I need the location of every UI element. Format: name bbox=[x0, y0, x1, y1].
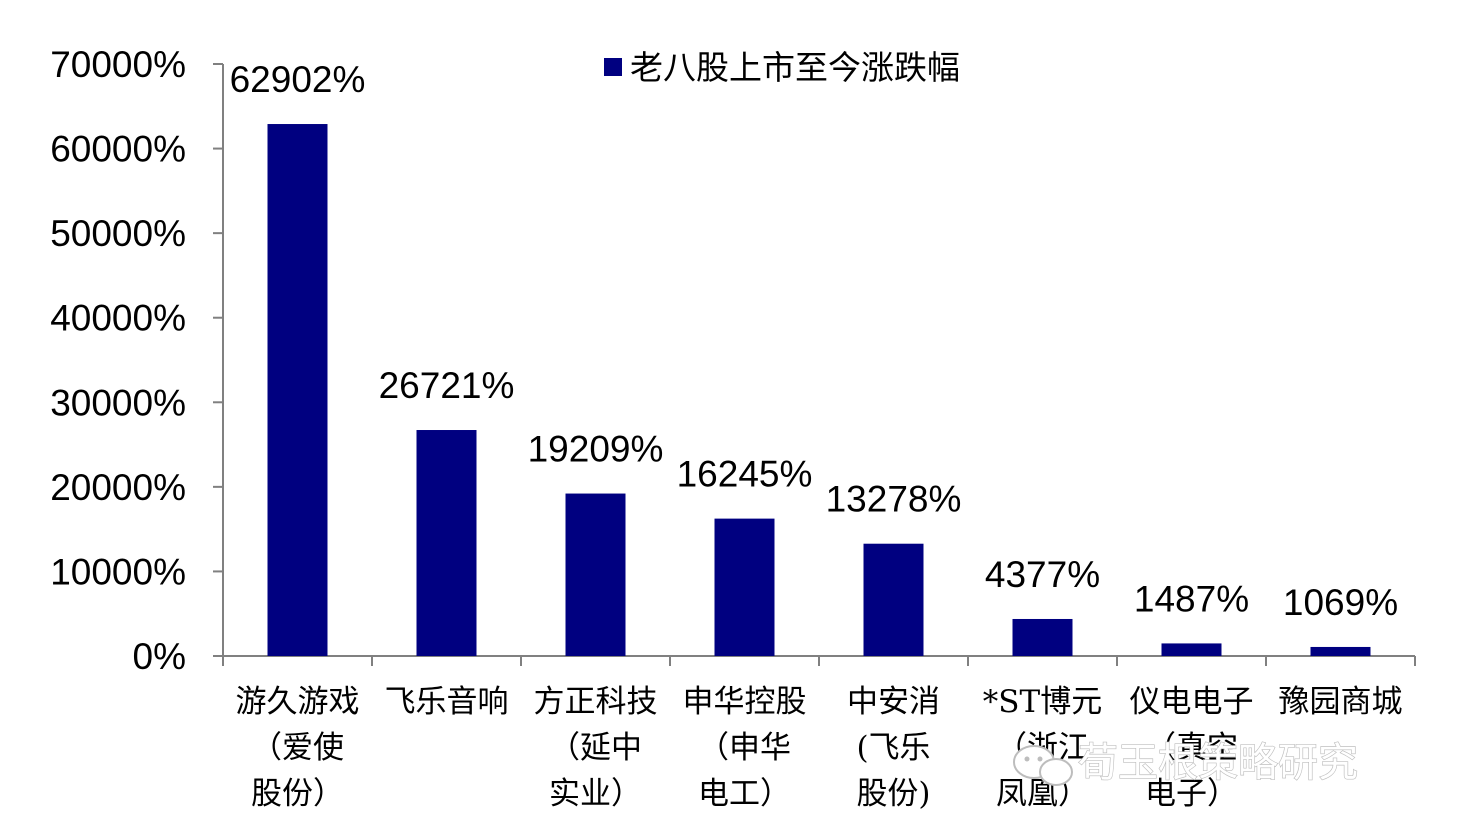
bars bbox=[267, 124, 1371, 656]
y-tick-label: 30000% bbox=[50, 382, 186, 423]
data-label: 62902% bbox=[230, 59, 366, 100]
legend-swatch bbox=[604, 58, 622, 76]
legend: 老八股上市至今涨跌幅 bbox=[604, 48, 960, 87]
x-tick-label: 仪电电子 bbox=[1130, 684, 1254, 720]
x-tick-label: 电子） bbox=[1145, 776, 1238, 812]
wechat-bubble-icon bbox=[1013, 745, 1073, 786]
y-tick-label: 40000% bbox=[50, 298, 186, 339]
watermark: 荀玉根策略研究 bbox=[1013, 739, 1359, 787]
x-tick-label: 凤凰） bbox=[996, 776, 1089, 812]
watermark-text: 荀玉根策略研究 bbox=[1078, 740, 1358, 786]
y-tick-label: 60000% bbox=[50, 129, 186, 170]
x-tick-label: 电工） bbox=[698, 776, 791, 812]
bar bbox=[1310, 646, 1371, 656]
x-tick-label: 申华控股 bbox=[683, 684, 807, 720]
y-tick-label: 70000% bbox=[50, 44, 186, 85]
bar bbox=[714, 518, 775, 656]
y-axis: 0% 10000% 20000% 30000% 40000% 50000% 60000% 70… bbox=[50, 44, 224, 677]
x-tick-label: 豫园商城 bbox=[1279, 684, 1403, 720]
x-tick-label: 实业） bbox=[549, 776, 642, 812]
data-label: 13278% bbox=[826, 479, 962, 520]
y-tick-label: 20000% bbox=[50, 467, 186, 508]
x-tick-label: （申华 bbox=[698, 730, 791, 766]
bar bbox=[267, 124, 328, 656]
y-tick-label: 50000% bbox=[50, 213, 186, 254]
y-tick-label: 10000% bbox=[50, 551, 186, 592]
y-tick-label: 0% bbox=[133, 636, 186, 677]
x-axis bbox=[222, 655, 1416, 666]
x-tick-label: 中安消 bbox=[847, 684, 940, 720]
data-label: 1487% bbox=[1134, 578, 1249, 619]
x-tick-label: 股份) bbox=[856, 776, 930, 812]
x-tick-label: 游久游戏 bbox=[236, 684, 360, 720]
data-label: 16245% bbox=[677, 454, 813, 495]
bar bbox=[1012, 618, 1073, 656]
data-label: 1069% bbox=[1283, 582, 1398, 623]
bar bbox=[565, 493, 626, 656]
legend-label: 老八股上市至今涨跌幅 bbox=[630, 48, 960, 87]
x-tick-label: 飞乐音响 bbox=[385, 684, 509, 720]
data-label: 26721% bbox=[379, 365, 515, 406]
x-tick-label: （真空 bbox=[1145, 730, 1238, 766]
x-tick-label: （延中 bbox=[549, 730, 642, 766]
bar bbox=[863, 543, 924, 656]
x-tick-label: 方正科技 bbox=[534, 684, 658, 720]
x-tick-label: *ST博元 bbox=[983, 684, 1102, 720]
x-tick-label: (飞乐 bbox=[856, 730, 930, 766]
bar bbox=[416, 430, 477, 656]
data-labels: 62902% 26721% 19209% 16245% 13278% 4377% 1487%… bbox=[230, 59, 1399, 623]
data-label: 4377% bbox=[985, 554, 1100, 595]
x-tick-label: （爱使 bbox=[251, 730, 344, 766]
bar bbox=[1161, 643, 1222, 656]
data-label: 19209% bbox=[528, 429, 664, 470]
x-tick-label: 股份） bbox=[251, 776, 344, 812]
